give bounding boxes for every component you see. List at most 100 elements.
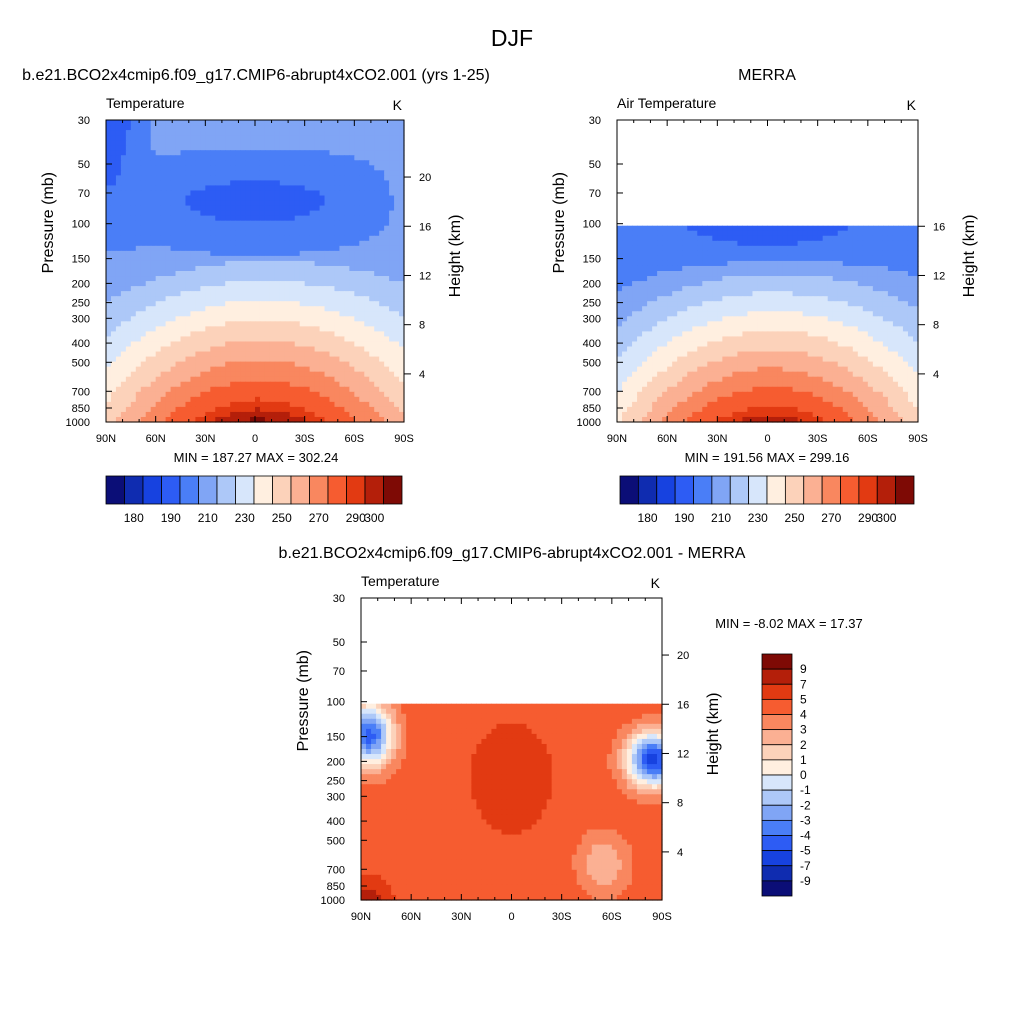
- field-cell: [349, 301, 355, 307]
- field-cell: [617, 266, 623, 272]
- field-cell: [136, 311, 142, 317]
- field-cell: [384, 140, 390, 146]
- field-cell: [757, 276, 763, 282]
- field-cell: [260, 256, 266, 262]
- field-cell: [662, 251, 668, 257]
- field-cell: [205, 321, 211, 327]
- field-cell: [166, 266, 172, 272]
- field-cell: [300, 341, 306, 347]
- field-cell: [853, 301, 859, 307]
- field-cell: [394, 221, 400, 227]
- field-cell: [190, 357, 196, 363]
- field-cell: [838, 326, 844, 332]
- field-cell: [349, 397, 355, 403]
- field-cell: [369, 281, 375, 287]
- field-cell: [344, 165, 350, 171]
- field-cell: [111, 231, 117, 237]
- field-cell: [300, 256, 306, 262]
- field-cell: [692, 316, 698, 322]
- field-cell: [240, 286, 246, 292]
- field-cell: [843, 246, 849, 252]
- field-cell: [898, 261, 904, 267]
- field-cell: [185, 276, 191, 282]
- field-cell: [379, 286, 385, 292]
- field-cell: [838, 261, 844, 267]
- field-cell: [176, 246, 182, 252]
- field-cell: [788, 226, 794, 232]
- field-cell: [141, 276, 147, 282]
- field-cell: [161, 412, 167, 418]
- field-cell: [255, 155, 261, 161]
- field-cell: [838, 311, 844, 317]
- field-cell: [156, 150, 162, 156]
- field-cell: [903, 286, 909, 292]
- field-cell: [310, 397, 316, 403]
- field-cell: [235, 251, 241, 257]
- field-cell: [250, 301, 256, 307]
- field-cell: [315, 226, 321, 232]
- field-cell: [225, 331, 231, 337]
- field-cell: [893, 226, 899, 232]
- field-cell: [798, 231, 804, 237]
- field-cell: [235, 372, 241, 378]
- field-cell: [330, 382, 336, 388]
- field-cell: [210, 326, 216, 332]
- field-cell: [315, 347, 321, 353]
- field-cell: [200, 216, 206, 222]
- field-cell: [908, 286, 914, 292]
- field-cell: [171, 201, 177, 207]
- field-cell: [344, 160, 350, 166]
- field-cell: [126, 336, 132, 342]
- field-cell: [359, 180, 365, 186]
- field-cell: [320, 155, 326, 161]
- field-cell: [339, 407, 345, 413]
- field-cell: [310, 221, 316, 227]
- field-cell: [757, 241, 763, 247]
- field-cell: [359, 397, 365, 403]
- field-cell: [682, 321, 688, 327]
- field-cell: [136, 392, 142, 398]
- field-cell: [116, 145, 122, 151]
- field-cell: [141, 291, 147, 297]
- field-cell: [106, 246, 112, 252]
- field-cell: [131, 256, 137, 262]
- field-cell: [205, 296, 211, 302]
- field-cell: [732, 246, 738, 252]
- field-cell: [270, 256, 276, 262]
- field-cell: [818, 291, 824, 297]
- field-cell: [788, 326, 794, 332]
- field-cell: [181, 140, 187, 146]
- field-cell: [315, 306, 321, 312]
- field-cell: [111, 135, 117, 141]
- field-cell: [181, 276, 187, 282]
- field-cell: [712, 316, 718, 322]
- field-cell: [883, 321, 889, 327]
- field-cell: [369, 306, 375, 312]
- field-cell: [270, 367, 276, 373]
- field-cell: [106, 231, 112, 237]
- field-cell: [171, 397, 177, 403]
- field-cell: [788, 266, 794, 272]
- field-cell: [176, 125, 182, 131]
- field-cell: [146, 236, 152, 242]
- field-cell: [200, 326, 206, 332]
- field-cell: [290, 150, 296, 156]
- field-cell: [225, 231, 231, 237]
- field-cell: [215, 341, 221, 347]
- field-cell: [778, 326, 784, 332]
- field-cell: [637, 316, 643, 322]
- field-cell: [185, 331, 191, 337]
- field-cell: [344, 316, 350, 322]
- field-cell: [349, 211, 355, 217]
- field-cell: [334, 201, 340, 207]
- field-cell: [300, 226, 306, 232]
- field-cell: [215, 402, 221, 408]
- field-cell: [136, 331, 142, 337]
- field-cell: [151, 201, 157, 207]
- field-cell: [250, 236, 256, 242]
- field-cell: [838, 306, 844, 312]
- field-cell: [742, 281, 748, 287]
- field-cell: [136, 160, 142, 166]
- field-cell: [833, 306, 839, 312]
- field-cell: [369, 120, 375, 126]
